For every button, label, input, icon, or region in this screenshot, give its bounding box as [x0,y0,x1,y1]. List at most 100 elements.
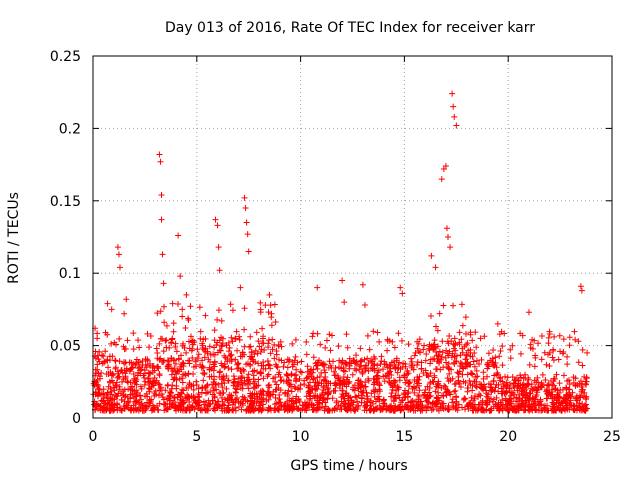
data-point [516,396,523,403]
data-point [156,381,163,388]
data-point [219,384,226,391]
data-point [189,339,196,346]
data-point [242,205,249,212]
data-point [265,389,272,396]
data-point [98,402,105,409]
data-point [581,389,588,396]
data-point [571,328,578,335]
data-point [414,345,421,352]
data-point [172,340,179,347]
data-point [524,380,531,387]
data-point [384,347,391,354]
data-point [164,357,171,364]
data-point [257,388,264,395]
data-point [389,386,396,393]
data-point [149,363,156,370]
data-point [157,335,164,342]
data-point [457,352,464,359]
data-point [469,337,476,344]
data-point [192,358,199,365]
data-point [159,394,166,401]
data-point [550,401,557,408]
data-point [266,381,273,388]
data-point [418,405,425,412]
data-point [432,388,439,395]
data-point [491,362,498,369]
data-point [436,348,443,355]
data-point [450,103,457,110]
data-point [563,385,570,392]
data-point [575,338,582,345]
data-point [390,398,397,405]
data-point [431,345,438,352]
data-point [179,360,186,367]
data-point [241,326,248,333]
data-point [164,400,171,407]
data-point [397,399,404,406]
data-point [514,383,521,390]
data-point [310,375,317,382]
data-point [171,357,178,364]
data-point [428,252,435,259]
data-point [178,403,185,410]
data-point [284,356,291,363]
data-point [329,395,336,402]
data-point [485,350,492,357]
data-point [241,305,248,312]
data-point [439,338,446,345]
data-point [257,349,264,356]
data-point [427,392,434,399]
data-point [310,330,317,337]
data-point [180,363,187,370]
data-point [405,380,412,387]
grid-lines [93,56,612,418]
data-point [260,375,267,382]
data-point [148,384,155,391]
data-point [564,353,571,360]
data-point [241,194,248,201]
data-point [214,398,221,405]
data-point [95,370,102,377]
data-point [289,398,296,405]
data-point [161,303,168,310]
data-point [543,361,550,368]
data-point [100,386,107,393]
data-point [506,396,513,403]
data-point [171,374,178,381]
data-point [285,358,292,365]
data-point [546,331,553,338]
data-point [578,378,585,385]
data-point [219,407,226,414]
data-point [452,406,459,413]
data-point [435,352,442,359]
data-point [161,319,168,326]
data-point [545,351,552,358]
plot-frame [92,55,613,419]
data-point [330,388,337,395]
data-point [257,306,264,313]
data-point [298,358,305,365]
data-point [154,310,161,317]
data-point [218,317,225,324]
data-point [122,374,129,381]
y-tick-label: 0.2 [59,121,81,137]
data-point [509,342,516,349]
data-point [179,313,186,320]
data-point [276,396,283,403]
data-point [455,401,462,408]
data-point [234,360,241,367]
data-point [147,370,154,377]
data-point [428,407,435,414]
data-point [228,334,235,341]
data-point [353,352,360,359]
data-point [405,341,412,348]
data-point [492,384,499,391]
data-point [551,375,558,382]
data-point [292,377,299,384]
data-point [550,347,557,354]
data-point [198,406,205,413]
data-point [308,400,315,407]
data-point [131,377,138,384]
data-point [275,407,282,414]
data-point [325,390,332,397]
